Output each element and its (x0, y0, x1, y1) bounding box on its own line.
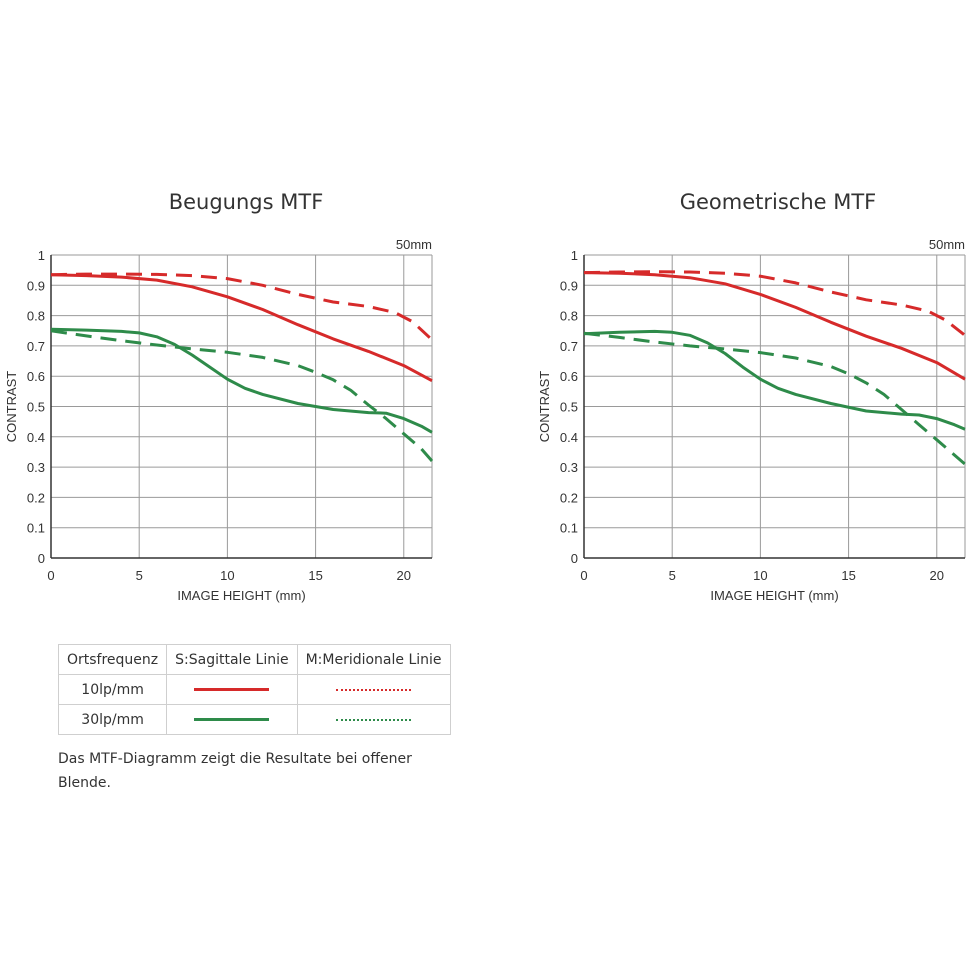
x-axis-label: IMAGE HEIGHT (mm) (177, 588, 305, 603)
x-tick-label: 0 (47, 568, 54, 583)
chart-title-geometrische: Geometrische MTF (679, 190, 877, 214)
legend-header-frequency: Ortsfrequenz (57, 644, 168, 675)
y-tick-label: 0.2 (560, 490, 578, 505)
x-tick-label: 10 (220, 568, 234, 583)
y-tick-label: 1 (571, 248, 578, 263)
x-tick-label: 0 (580, 568, 587, 583)
mtf-chart-beugungs: 00.10.20.30.40.50.60.70.80.910 5 10 15 2050m… (4, 237, 434, 603)
y-tick-label: 0.1 (560, 521, 578, 536)
focal-length-label: 50mm (929, 237, 965, 252)
legend-swatch-cell (296, 704, 451, 735)
legend-label-30lp: 30lp/mm (57, 704, 168, 735)
y-tick-label: 0.6 (27, 369, 45, 384)
series-line-30lp-mm-s (50, 327, 433, 434)
x-tick-label: 20 (930, 568, 944, 583)
legend-row-30lp: 30lp/mm (57, 704, 451, 735)
x-tick-label: 15 (308, 568, 322, 583)
mtf-note: Das MTF-Diagramm zeigt die Resultate bei… (58, 751, 412, 791)
series-line-10lp-mm-s (50, 273, 433, 383)
y-tick-label: 0 (38, 551, 45, 566)
y-tick-label: 0.8 (27, 309, 45, 324)
y-tick-label: 0.8 (560, 309, 578, 324)
legend-header-meridional: M:Meridionale Linie (296, 644, 451, 675)
legend-swatch-10lp-solid (194, 688, 270, 691)
legend-swatch-10lp-dotted (336, 688, 412, 691)
series-line-10lp-mm-s (583, 271, 966, 381)
chart-title-beugungs: Beugungs MTF (168, 190, 324, 214)
x-tick-label: 5 (669, 568, 676, 583)
legend-row-10lp: 10lp/mm (57, 674, 451, 705)
legend-header-row: Ortsfrequenz S:Sagittale Linie M:Meridio… (57, 644, 451, 675)
y-tick-label: 0 (571, 551, 578, 566)
legend-swatch-cell (166, 674, 298, 705)
x-tick-label: 15 (841, 568, 855, 583)
legend-header-sagittal: S:Sagittale Linie (166, 644, 298, 675)
y-tick-label: 0.7 (27, 339, 45, 354)
y-tick-label: 0.5 (27, 400, 45, 415)
y-tick-label: 0.2 (27, 490, 45, 505)
x-tick-label: 20 (397, 568, 411, 583)
y-tick-label: 0.5 (560, 400, 578, 415)
y-tick-label: 0.1 (27, 521, 45, 536)
y-tick-label: 0.3 (560, 460, 578, 475)
x-axis-label: IMAGE HEIGHT (mm) (710, 588, 838, 603)
legend-label-10lp: 10lp/mm (57, 674, 168, 705)
series-line-30lp-mm-m (50, 329, 434, 462)
legend-swatch-cell (166, 704, 298, 735)
series-line-10lp-mm-m (50, 272, 434, 341)
legend-swatch-cell (296, 674, 451, 705)
x-tick-label: 10 (753, 568, 767, 583)
x-tick-label: 5 (136, 568, 143, 583)
legend-swatch-30lp-dotted (336, 718, 412, 721)
y-axis-label: CONTRAST (4, 371, 19, 443)
y-tick-label: 0.6 (560, 369, 578, 384)
focal-length-label: 50mm (396, 237, 432, 252)
y-axis-label: CONTRAST (537, 371, 552, 443)
series-line-30lp-mm-m (583, 331, 966, 466)
y-tick-label: 0.9 (27, 278, 45, 293)
y-tick-label: 0.7 (560, 339, 578, 354)
series-line-10lp-mm-m (583, 270, 966, 337)
y-tick-label: 0.4 (560, 430, 578, 445)
y-tick-label: 0.9 (560, 278, 578, 293)
legend-table: Ortsfrequenz S:Sagittale Linie M:Meridio… (57, 644, 451, 735)
y-tick-label: 0.3 (27, 460, 45, 475)
series-line-30lp-mm-s (583, 329, 966, 431)
mtf-chart-geometrische: 00.10.20.30.40.50.60.70.80.910 5 10 15 2050m… (537, 237, 966, 603)
legend-swatch-30lp-solid (194, 718, 270, 721)
y-tick-label: 0.4 (27, 430, 45, 445)
y-tick-label: 1 (38, 248, 45, 263)
